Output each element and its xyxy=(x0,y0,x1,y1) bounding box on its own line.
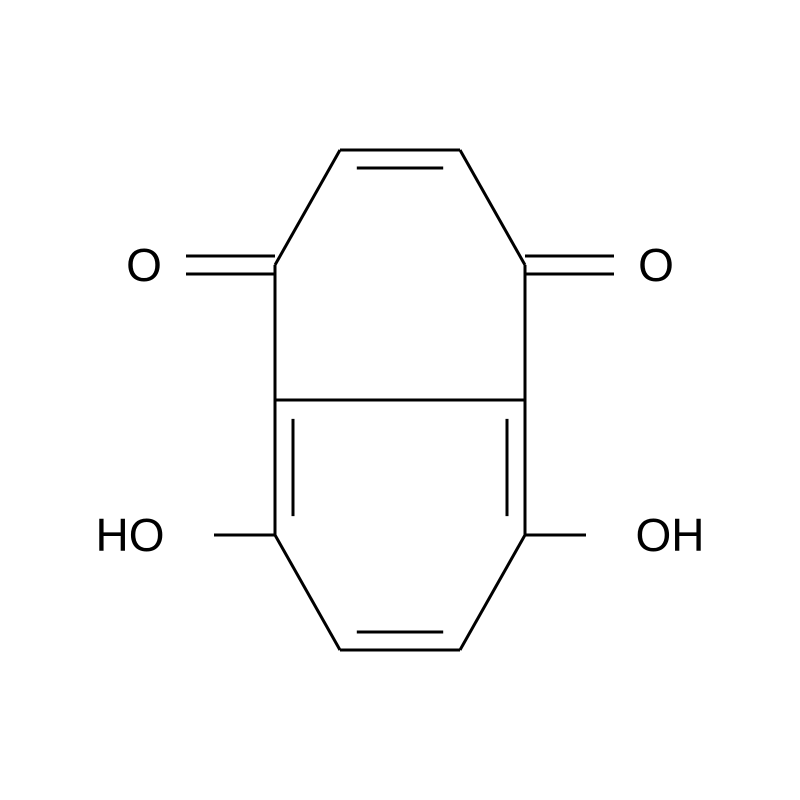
atom-label: OH xyxy=(636,509,705,561)
bond-line xyxy=(460,535,525,650)
atom-label: O xyxy=(126,239,162,291)
molecule-diagram: O O HO OH xyxy=(0,0,800,800)
atom-label: HO xyxy=(96,509,165,561)
bond-line xyxy=(275,150,340,265)
bond-line xyxy=(460,150,525,265)
bond-line xyxy=(275,535,340,650)
atom-label: O xyxy=(638,239,674,291)
